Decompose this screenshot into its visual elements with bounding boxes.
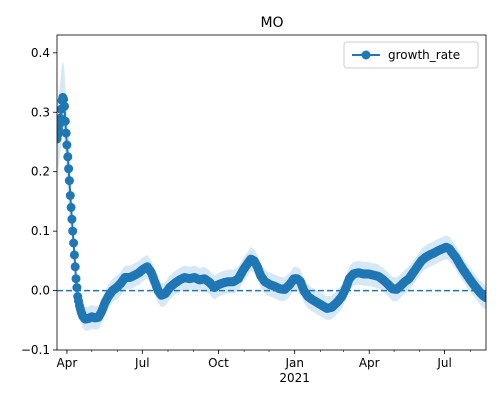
x-tick-label: Jan (284, 356, 304, 370)
data-point (481, 293, 486, 303)
data-point (70, 262, 80, 272)
legend-marker-growth-rate (361, 50, 371, 60)
data-point (64, 164, 74, 174)
data-point (69, 238, 79, 248)
y-tick-label: −0.1 (21, 343, 50, 357)
data-point (65, 191, 75, 200)
data-point (59, 94, 69, 104)
data-point (72, 283, 82, 293)
data-point (69, 250, 79, 260)
x-tick-label: Jul (134, 356, 149, 370)
data-point (61, 128, 71, 138)
legend-box (343, 41, 479, 69)
axes: −0.1 0.0 0.1 0.2 0.3 0.4 Apr Jul Oct Jan Apr Jul 202… (21, 34, 487, 385)
plot-content (57, 61, 486, 331)
y-tick-label: 0.3 (31, 105, 50, 119)
x-tick-label: Oct (208, 356, 229, 370)
y-tick-label: 0.2 (31, 165, 50, 179)
x-tick-label: Jul (436, 356, 451, 370)
chart-title: MO (260, 15, 283, 31)
y-tick-label: 0.0 (31, 284, 50, 298)
plot-area (57, 61, 486, 331)
x-tick-label: Apr (359, 356, 380, 370)
x-year-label: 2021 (279, 371, 310, 385)
data-point (64, 176, 74, 186)
x-tick-label: Apr (57, 356, 78, 370)
data-point (71, 274, 81, 284)
legend: growth_rate (343, 41, 479, 69)
y-tick-label: 0.1 (31, 224, 50, 238)
data-point (67, 214, 77, 224)
axes-frame (56, 34, 487, 351)
data-point (63, 152, 73, 162)
data-point (68, 226, 78, 236)
legend-label-growth-rate: growth_rate (388, 48, 460, 62)
data-point (60, 101, 69, 111)
series-markers-growth-rate (57, 92, 486, 324)
y-tick-label: 0.4 (31, 46, 50, 60)
data-point (60, 116, 70, 126)
data-point (62, 140, 72, 150)
data-point (66, 202, 76, 212)
